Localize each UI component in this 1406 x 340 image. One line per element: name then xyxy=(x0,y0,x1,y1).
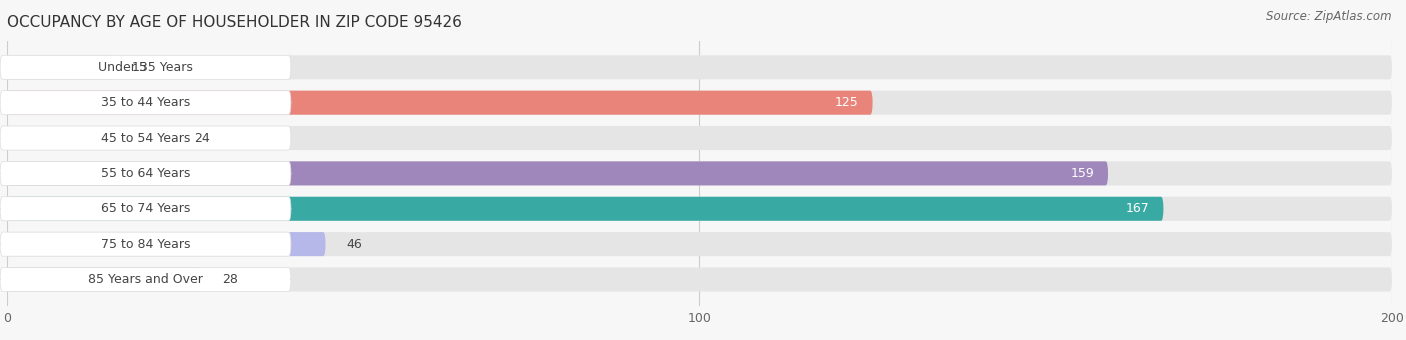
Text: 65 to 74 Years: 65 to 74 Years xyxy=(101,202,190,215)
FancyBboxPatch shape xyxy=(7,268,201,291)
FancyBboxPatch shape xyxy=(0,268,291,291)
Text: 85 Years and Over: 85 Years and Over xyxy=(89,273,202,286)
FancyBboxPatch shape xyxy=(7,126,173,150)
Text: 28: 28 xyxy=(222,273,238,286)
Text: OCCUPANCY BY AGE OF HOUSEHOLDER IN ZIP CODE 95426: OCCUPANCY BY AGE OF HOUSEHOLDER IN ZIP C… xyxy=(7,15,463,30)
Text: 167: 167 xyxy=(1126,202,1150,215)
FancyBboxPatch shape xyxy=(7,162,1392,185)
Text: Under 35 Years: Under 35 Years xyxy=(98,61,193,74)
FancyBboxPatch shape xyxy=(7,55,111,79)
FancyBboxPatch shape xyxy=(7,162,1108,185)
Text: 45 to 54 Years: 45 to 54 Years xyxy=(101,132,190,144)
Text: 35 to 44 Years: 35 to 44 Years xyxy=(101,96,190,109)
Text: 125: 125 xyxy=(835,96,859,109)
FancyBboxPatch shape xyxy=(7,55,1392,79)
FancyBboxPatch shape xyxy=(7,197,1392,221)
Text: 55 to 64 Years: 55 to 64 Years xyxy=(101,167,190,180)
Text: 15: 15 xyxy=(132,61,148,74)
FancyBboxPatch shape xyxy=(7,232,1392,256)
FancyBboxPatch shape xyxy=(0,55,291,79)
Text: Source: ZipAtlas.com: Source: ZipAtlas.com xyxy=(1267,10,1392,23)
Text: 46: 46 xyxy=(346,238,363,251)
FancyBboxPatch shape xyxy=(7,91,1392,115)
FancyBboxPatch shape xyxy=(0,126,291,150)
Text: 24: 24 xyxy=(194,132,209,144)
FancyBboxPatch shape xyxy=(0,162,291,185)
FancyBboxPatch shape xyxy=(7,268,1392,291)
FancyBboxPatch shape xyxy=(7,197,1163,221)
FancyBboxPatch shape xyxy=(7,91,873,115)
FancyBboxPatch shape xyxy=(7,232,326,256)
FancyBboxPatch shape xyxy=(0,232,291,256)
Text: 75 to 84 Years: 75 to 84 Years xyxy=(101,238,190,251)
FancyBboxPatch shape xyxy=(7,126,1392,150)
FancyBboxPatch shape xyxy=(0,197,291,221)
FancyBboxPatch shape xyxy=(0,91,291,115)
Text: 159: 159 xyxy=(1070,167,1094,180)
